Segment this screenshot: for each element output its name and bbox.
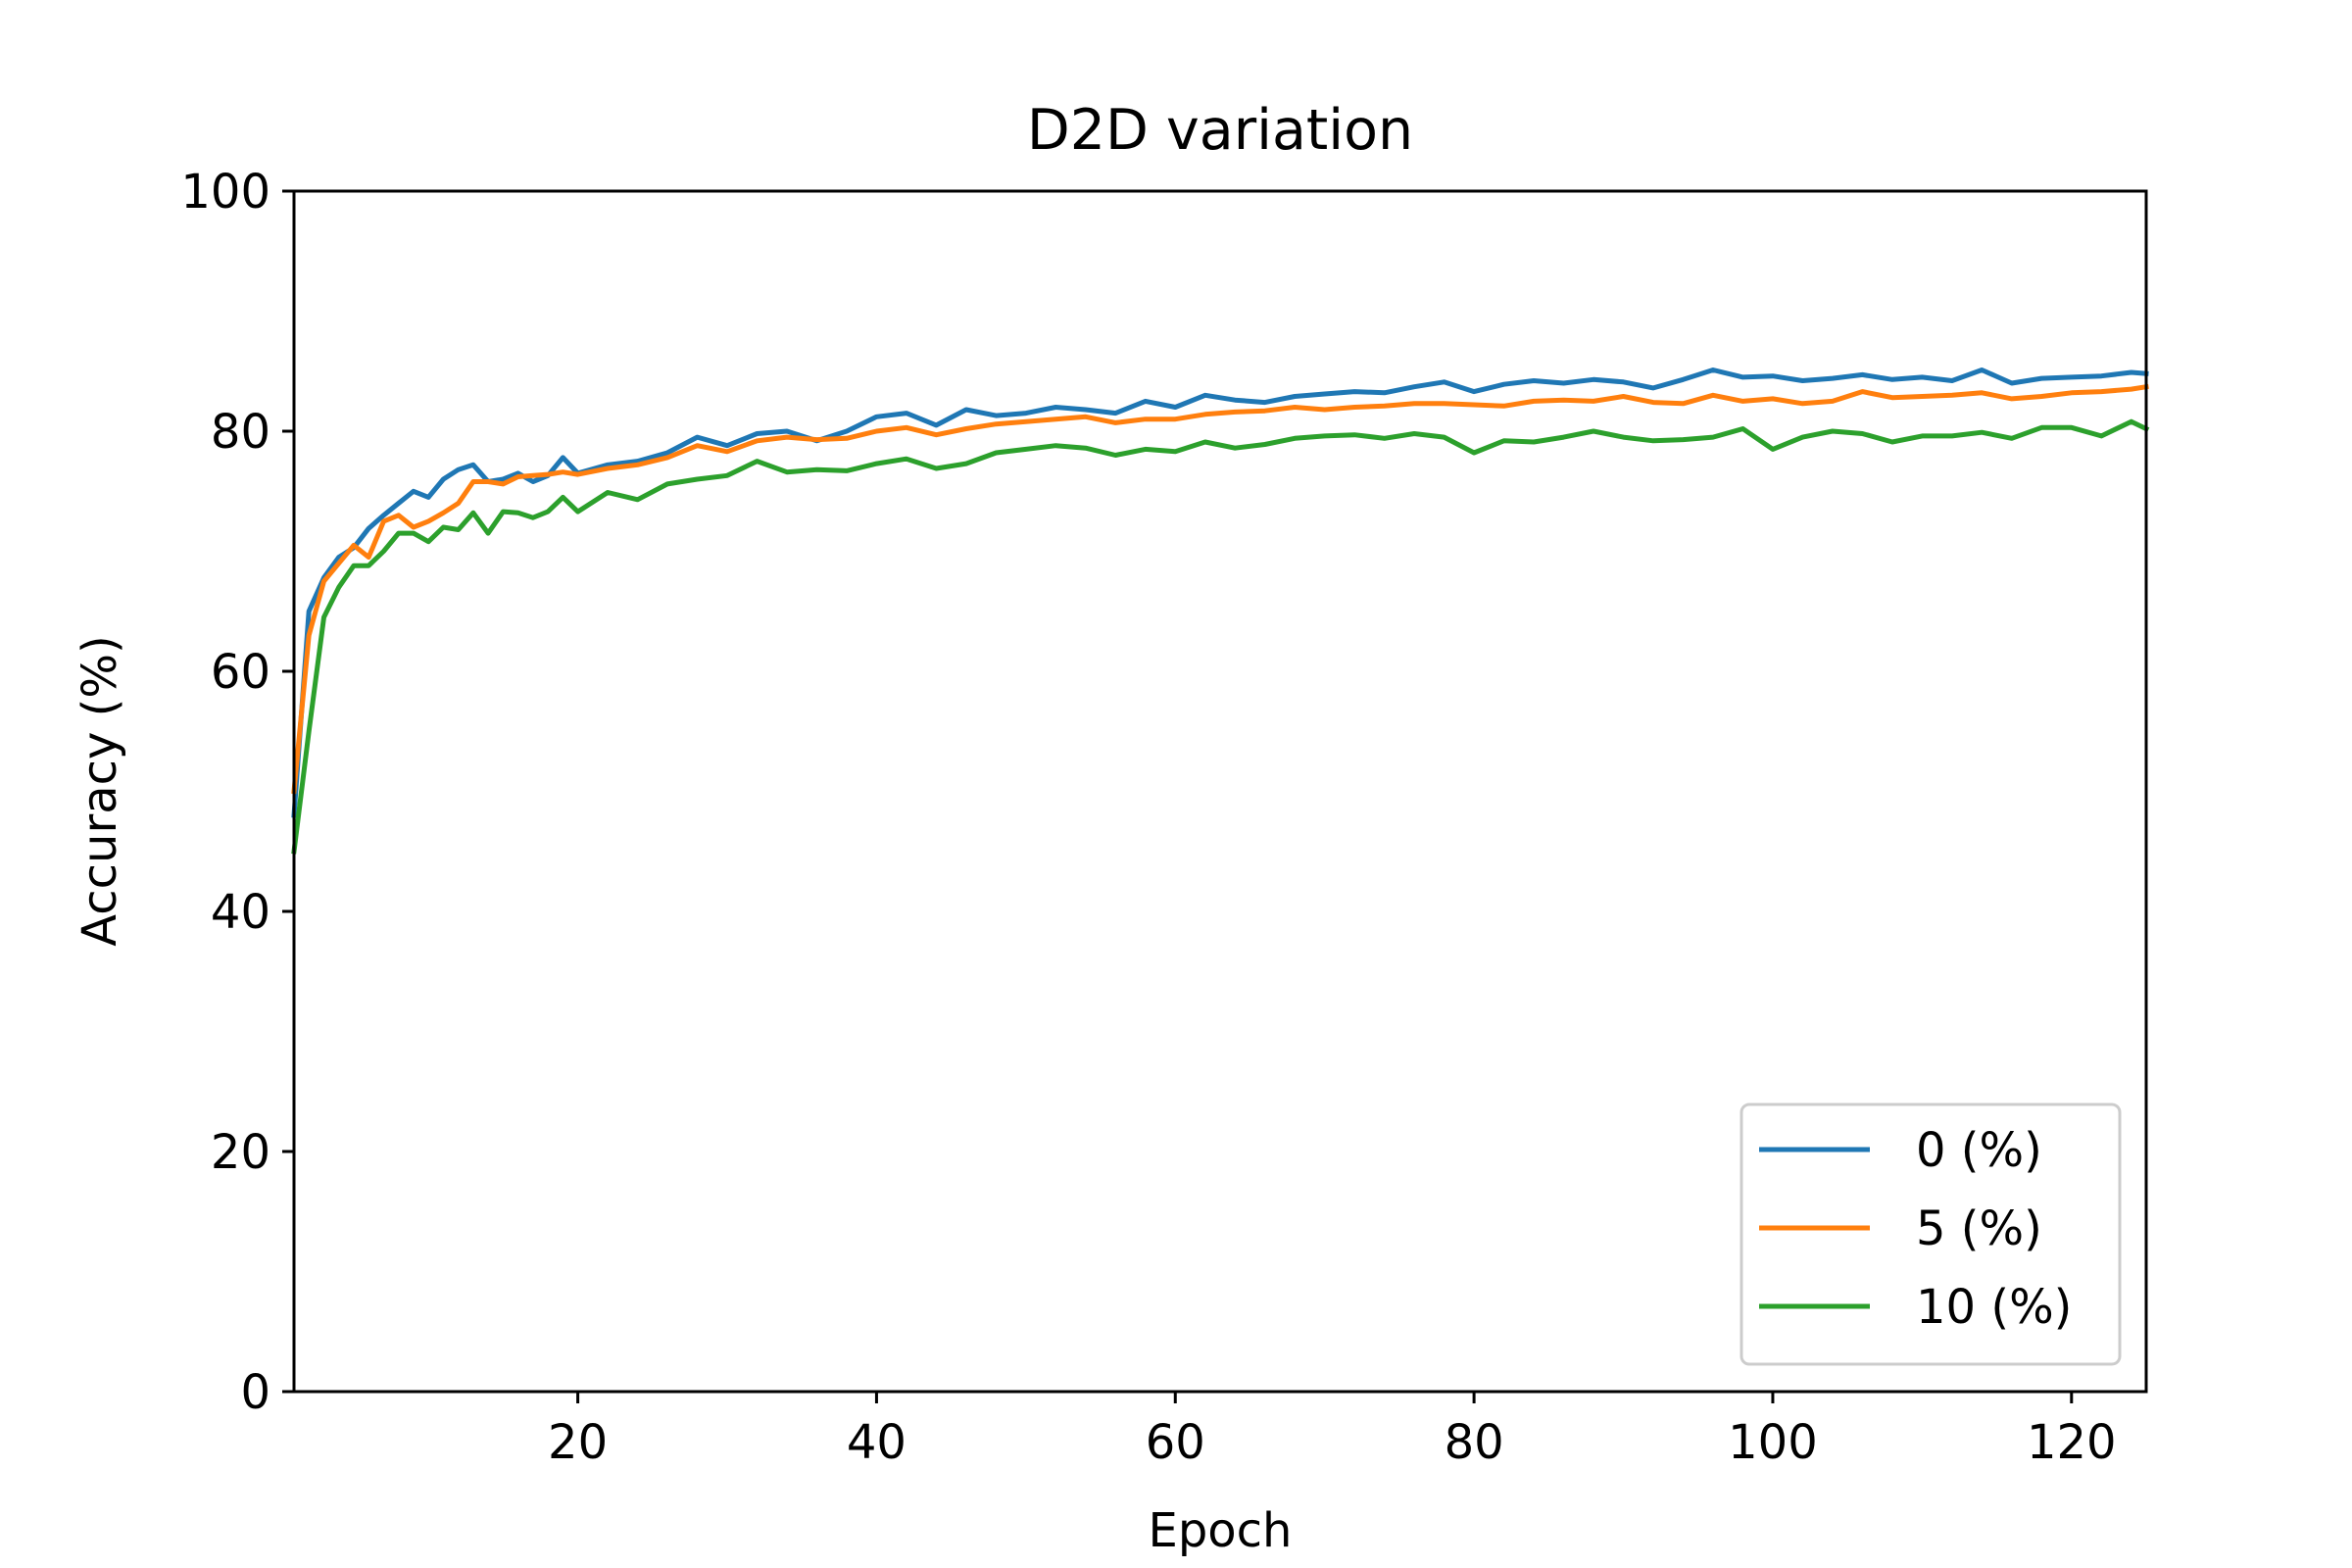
plot-area-frame — [292, 189, 2148, 1394]
y-tick-label: 100 — [180, 165, 270, 220]
y-axis-label: Accuracy (%) — [73, 635, 127, 946]
x-tick-label: 80 — [1445, 1415, 1504, 1470]
series-layer — [291, 368, 2150, 855]
x-tick-label: 60 — [1146, 1415, 1205, 1470]
y-tick-label: 40 — [211, 885, 270, 940]
y-tick-label: 20 — [211, 1125, 270, 1180]
x-axis-label: Epoch — [1149, 1503, 1293, 1558]
series-line-2 — [291, 418, 2150, 855]
y-tick-label: 80 — [211, 405, 270, 460]
legend-label-1: 5 (%) — [1916, 1201, 2042, 1256]
y-tick-label: 60 — [211, 645, 270, 700]
x-tick-label: 40 — [847, 1415, 906, 1470]
y-tick-label: 0 — [240, 1365, 270, 1420]
legend-label-0: 0 (%) — [1916, 1123, 2042, 1178]
legend-label-2: 10 (%) — [1916, 1280, 2072, 1335]
series-line-1 — [291, 383, 2149, 795]
legend: 0 (%) 5 (%) 10 (%) — [1740, 1102, 2122, 1366]
legend-frame — [1740, 1102, 2122, 1366]
x-tick-label: 120 — [2027, 1415, 2117, 1470]
chart-title: D2D variation — [1027, 98, 1413, 163]
series-line-0 — [291, 368, 2149, 818]
x-axis: 20 40 60 80 100 120 — [548, 1392, 2117, 1470]
x-tick-label: 100 — [1728, 1415, 1818, 1470]
y-axis: 0 20 40 60 80 100 — [180, 165, 294, 1420]
x-tick-label: 20 — [548, 1415, 608, 1470]
